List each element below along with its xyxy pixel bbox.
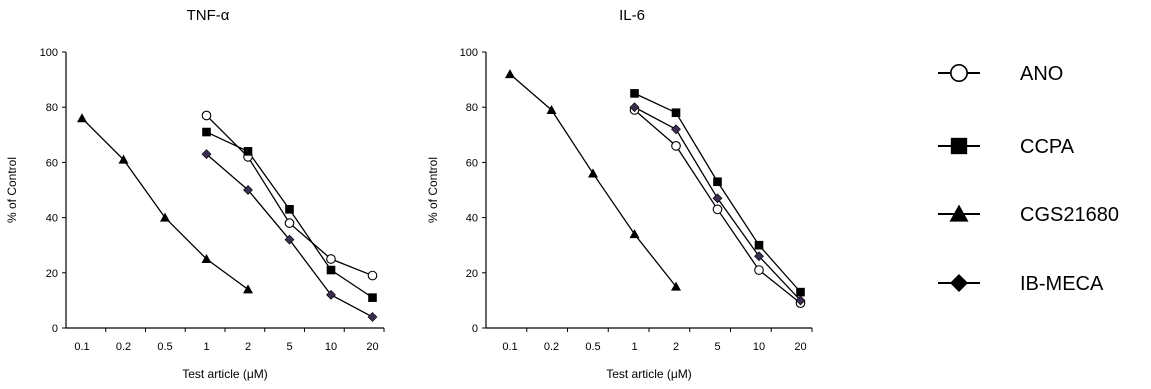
data-point-ib-meca bbox=[243, 185, 253, 195]
data-point-ano bbox=[367, 270, 378, 281]
chart-panel-1: TNF-α 0 20 40 60 80 100 0.1 0.2 0.5 1 2 5 10 20 % of Co… bbox=[5, 7, 385, 381]
data-point-ib-meca bbox=[629, 102, 640, 113]
legend-marker-cgs21680 bbox=[949, 204, 969, 222]
data-point-cgs21680 bbox=[77, 113, 87, 123]
legend-marker-ccpa bbox=[950, 137, 968, 155]
x-tick-label: 10 bbox=[325, 341, 337, 353]
data-point-ccpa bbox=[285, 205, 294, 214]
legend: ANO CCPA CGS21680 IB-MECA bbox=[938, 63, 1119, 295]
chart-title: IL-6 bbox=[619, 7, 645, 24]
data-point-cgs21680 bbox=[671, 281, 681, 291]
chart-panel-2: IL-6 0 20 40 60 80 100 0.1 0.2 0.5 1 2 5 10 20 % of Con… bbox=[426, 7, 813, 381]
legend-label: CGS21680 bbox=[1020, 204, 1119, 226]
data-point-ccpa bbox=[630, 89, 639, 98]
data-point-cgs21680 bbox=[546, 104, 557, 114]
y-tick-label: 20 bbox=[46, 268, 58, 280]
data-point-ccpa bbox=[243, 147, 253, 156]
data-point-ano bbox=[754, 265, 764, 275]
x-axis-label: Test article (μM) bbox=[606, 367, 692, 381]
y-tick-label: 40 bbox=[46, 213, 58, 225]
series-line-cgs21680 bbox=[81, 117, 249, 290]
data-point-ccpa bbox=[796, 287, 805, 297]
data-point-ib-meca bbox=[754, 251, 764, 262]
legend-marker-ano bbox=[950, 64, 968, 82]
x-tick-label: 0.5 bbox=[585, 341, 600, 353]
y-axis-label: % of Control bbox=[5, 157, 19, 223]
x-tick-label: 0.1 bbox=[74, 341, 89, 353]
legend-item-ccpa: CCPA bbox=[938, 136, 1075, 158]
y-tick-label: 60 bbox=[466, 157, 478, 169]
y-tick-label: 100 bbox=[40, 47, 58, 59]
series-line-cgs21680 bbox=[509, 73, 677, 288]
x-tick-label: 1 bbox=[203, 341, 209, 353]
data-point-ano bbox=[671, 140, 681, 151]
data-point-ib-meca bbox=[795, 295, 806, 306]
data-point-ccpa bbox=[326, 265, 336, 275]
data-point-ib-meca bbox=[201, 149, 212, 160]
data-point-ib-meca bbox=[284, 234, 295, 245]
x-tick-label: 2 bbox=[245, 341, 251, 353]
x-tick-label: 5 bbox=[286, 341, 292, 353]
y-tick-label: 20 bbox=[466, 268, 478, 280]
data-point-cgs21680 bbox=[588, 168, 598, 178]
legend-label: CCPA bbox=[1020, 136, 1075, 158]
legend-marker-ib-meca bbox=[950, 274, 968, 292]
y-tick-label: 40 bbox=[466, 213, 478, 225]
data-point-ccpa bbox=[368, 293, 377, 302]
data-point-ib-meca bbox=[367, 312, 378, 322]
data-point-ccpa bbox=[202, 127, 211, 137]
data-point-cgs21680 bbox=[118, 154, 129, 164]
data-point-ano bbox=[326, 254, 336, 264]
data-point-cgs21680 bbox=[505, 69, 515, 79]
data-point-cgs21680 bbox=[201, 254, 212, 263]
x-tick-label: 20 bbox=[794, 341, 806, 353]
x-tick-label: 20 bbox=[366, 341, 378, 353]
data-point-ib-meca bbox=[712, 193, 723, 204]
data-point-cgs21680 bbox=[629, 229, 640, 239]
data-point-ccpa bbox=[671, 108, 681, 118]
y-tick-label: 0 bbox=[52, 323, 58, 335]
legend-item-ano: ANO bbox=[938, 63, 1063, 85]
series-line-ccpa bbox=[634, 92, 801, 293]
data-point-ccpa bbox=[713, 177, 722, 187]
x-tick-label: 0.2 bbox=[116, 341, 131, 353]
data-point-cgs21680 bbox=[160, 212, 170, 222]
x-tick-label: 10 bbox=[753, 341, 765, 353]
data-point-ccpa bbox=[754, 240, 764, 250]
data-point-cgs21680 bbox=[243, 284, 253, 294]
legend-item-ib-meca: IB-MECA bbox=[938, 273, 1104, 295]
data-point-ib-meca bbox=[326, 289, 336, 300]
legend-label: IB-MECA bbox=[1020, 273, 1104, 295]
data-point-ano bbox=[284, 218, 295, 228]
data-point-ano bbox=[712, 204, 723, 215]
y-tick-label: 60 bbox=[46, 157, 58, 169]
series-line-ccpa bbox=[206, 131, 373, 299]
x-tick-label: 5 bbox=[714, 341, 720, 353]
data-point-ano bbox=[201, 110, 212, 121]
x-axis-label: Test article (μM) bbox=[182, 367, 268, 381]
legend-item-cgs21680: CGS21680 bbox=[938, 204, 1119, 226]
y-tick-label: 80 bbox=[466, 102, 478, 114]
x-tick-label: 0.5 bbox=[157, 341, 172, 353]
legend-label: ANO bbox=[1020, 63, 1063, 85]
y-tick-label: 100 bbox=[460, 47, 478, 59]
chart-title: TNF-α bbox=[187, 7, 230, 24]
series-line-ib-meca bbox=[634, 106, 801, 301]
y-axis-label: % of Control bbox=[426, 157, 440, 223]
x-tick-label: 2 bbox=[673, 341, 679, 353]
x-tick-label: 0.1 bbox=[502, 341, 517, 353]
x-tick-label: 1 bbox=[631, 341, 637, 353]
y-tick-label: 0 bbox=[472, 323, 478, 335]
x-tick-label: 0.2 bbox=[544, 341, 559, 353]
y-tick-label: 80 bbox=[46, 102, 58, 114]
series-line-ano bbox=[206, 115, 373, 277]
data-point-ib-meca bbox=[671, 124, 681, 135]
